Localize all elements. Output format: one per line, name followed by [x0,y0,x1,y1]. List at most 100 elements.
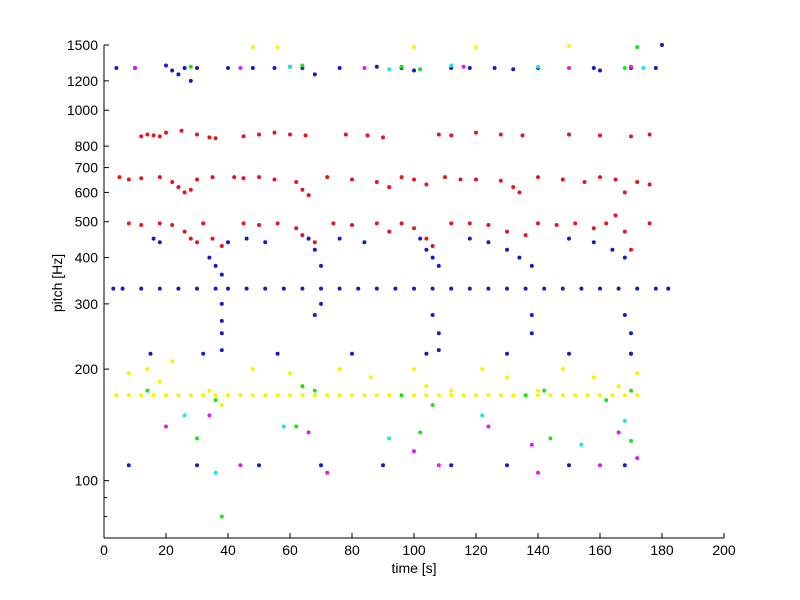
data-point-blue [412,68,416,73]
data-point-red [560,177,565,182]
data-point-red [647,182,652,187]
data-point-green [195,436,199,441]
data-point-blue [653,66,658,71]
data-point-blue [517,255,522,260]
data-point-yellow [635,393,640,398]
data-point-yellow [461,393,466,398]
data-point-yellow [474,45,478,50]
data-point-red [622,190,627,195]
data-point-red [523,233,528,238]
data-point-blue [319,463,323,468]
data-point-blue [598,286,602,291]
data-point-red [412,226,416,231]
data-point-magenta [486,424,491,429]
data-point-blue [610,247,615,252]
data-point-blue [219,272,224,277]
data-point-green [399,393,404,398]
data-point-green [604,398,609,403]
data-point-cyan [449,63,454,68]
data-point-red [195,132,199,137]
data-point-red [381,135,385,140]
data-point-red [210,236,215,241]
data-point-red [387,185,392,190]
data-point-yellow [585,393,590,398]
data-point-yellow [126,393,131,398]
data-point-red [430,243,435,248]
data-point-red [350,222,354,227]
x-tick-label: 20 [158,542,174,558]
data-point-blue [250,66,255,71]
y-tick-label: 200 [75,361,99,377]
data-point-magenta [164,424,168,429]
data-point-red [195,240,199,245]
data-point-magenta [436,463,441,468]
data-point-magenta [238,66,243,71]
data-point-blue [148,351,153,356]
data-point-red [157,221,162,226]
y-ticks: 100 200 300 400 500 600 700 800 1000 1200 1500 [67,37,109,518]
data-point-red [294,180,299,185]
data-point-red [622,229,627,234]
x-tick-label: 80 [344,542,360,558]
data-point-cyan [579,442,584,447]
data-point-magenta [362,66,367,71]
x-ticks: 0 20 40 60 80 100 120 140 160 180 200 [100,533,736,558]
data-point-blue [591,240,596,245]
x-axis-title: time [s] [391,560,436,576]
data-point-blue [319,301,323,306]
data-point-yellow [362,393,367,398]
data-point-cyan [536,64,540,69]
data-point-red [474,177,478,182]
data-point-blue [436,348,441,353]
data-point-blue [467,286,472,291]
data-point-yellow [424,393,429,398]
data-point-red [241,134,246,139]
data-point-red [179,128,184,133]
data-point-red [300,233,305,238]
data-point-blue [430,313,435,317]
data-point-yellow [449,393,454,398]
data-point-blue [449,286,454,291]
data-point-yellow [610,393,615,398]
data-point-blue [567,351,571,356]
data-point-red [139,176,144,181]
data-point-blue [505,286,509,291]
data-point-green [294,424,299,429]
data-point-blue [281,286,286,291]
data-point-yellow [337,367,342,372]
data-point-yellow [560,367,565,372]
data-point-yellow [250,367,255,372]
data-point-yellow [536,393,540,398]
data-point-red [164,130,168,135]
x-tick-label: 100 [402,542,426,558]
data-point-green [418,67,423,72]
data-point-red [467,221,472,226]
data-point-red [629,247,633,252]
data-point-blue [523,286,528,291]
y-tick-label: 1500 [67,37,98,53]
data-point-blue [374,64,379,69]
data-point-blue [188,78,193,83]
data-point-yellow [219,403,224,408]
data-point-cyan [480,413,485,418]
data-point-blue [424,247,429,252]
data-point-red [303,133,308,138]
data-point-blue [219,348,224,353]
data-point-blue [629,331,633,336]
data-point-yellow [207,388,212,393]
data-point-green [219,514,224,519]
data-point-blue [312,72,317,77]
data-point-green [300,63,305,68]
data-point-blue [170,68,175,73]
data-point-red [188,236,193,241]
data-point-blue [275,351,280,356]
data-point-red [126,221,131,226]
data-point-blue [467,236,472,241]
data-point-yellow [436,393,441,398]
data-point-blue [622,313,627,317]
data-point-red [343,132,348,137]
data-point-yellow [548,393,553,398]
data-point-yellow [145,367,150,372]
data-point-red [210,175,215,180]
data-point-blue [622,255,627,260]
